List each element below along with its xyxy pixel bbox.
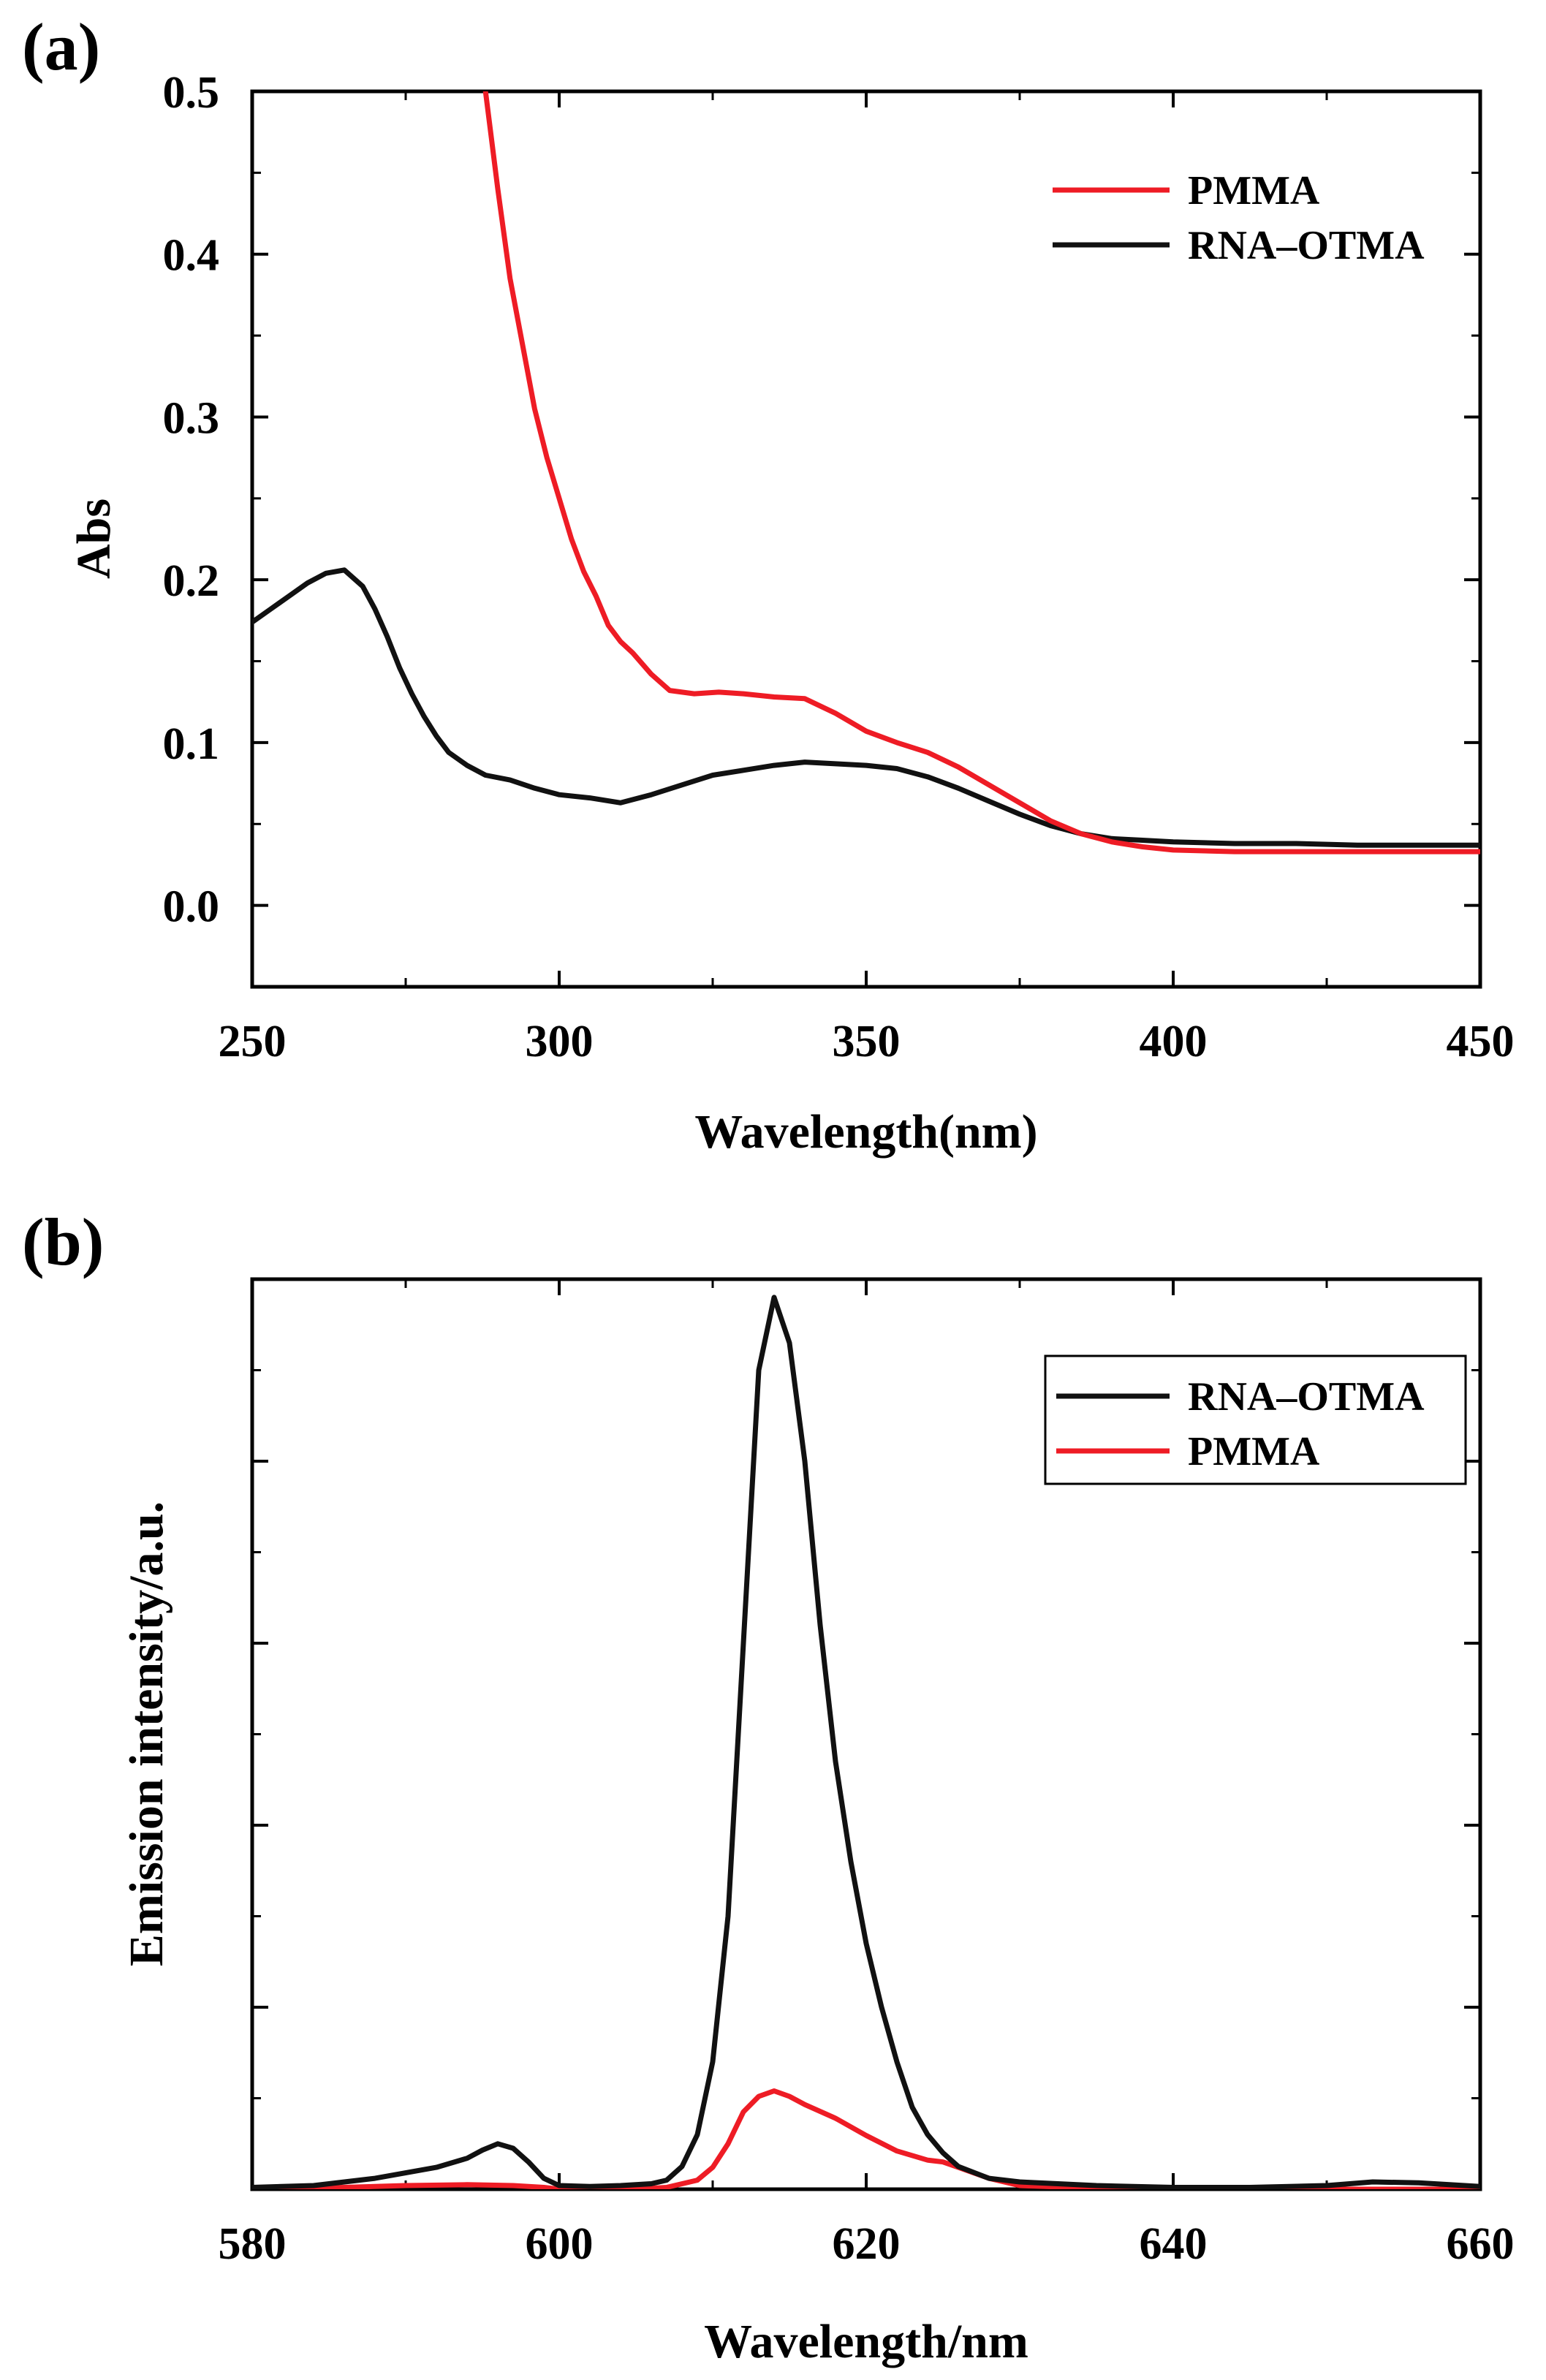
legend-b: RNA–OTMA PMMA [1044,1354,1467,1485]
series-b [252,1295,1480,2189]
x-tick-label-a: 350 [833,1017,901,1066]
x-tick-label-b: 580 [219,2219,287,2269]
legend-b-label-0: RNA–OTMA [1188,1374,1425,1420]
legend-a-label-0: PMMA [1188,168,1320,213]
series-line-rna-otma-b [252,1295,1480,2189]
legend-a: PMMA RNA–OTMA [1053,168,1425,268]
y-tick-label-a: 0.4 [163,231,220,281]
x-axis-title-a: Wavelength(nm) [694,1105,1037,1159]
y-tick-label-a: 0.0 [163,882,220,932]
x-tick-label-a: 450 [1447,1017,1515,1066]
y-tick-label-a: 0.3 [163,393,220,443]
chart-panel-b: (b) 580 600 620 640 660 Wavelength/nm Emissi… [22,1205,1515,2368]
x-tick-label-a: 400 [1140,1017,1208,1066]
x-tick-label-a: 250 [219,1017,287,1066]
x-tick-label-b: 660 [1447,2219,1515,2269]
y-tick-label-a: 0.5 [163,68,220,118]
x-tick-label-b: 600 [526,2219,594,2269]
panel-b-label: (b) [22,1205,104,1279]
y-tick-label-a: 0.2 [163,556,220,606]
x-tick-label-b: 640 [1140,2219,1208,2269]
chart-panel-a: (a) 250 300 350 400 450 0.0 0.1 0.2 0.3 0.4 0.5 Wa… [22,10,1515,1159]
ticks-a: 250 300 350 400 450 0.0 0.1 0.2 0.3 0.4 0.5 [163,68,1515,1066]
x-axis-title-b: Wavelength/nm [704,2315,1028,2368]
y-axis-title-b: Emission intensity/a.u. [120,1501,173,1966]
y-axis-title-a: Abs [67,499,121,579]
y-tick-label-a: 0.1 [163,719,220,769]
legend-a-label-1: RNA–OTMA [1188,223,1425,268]
series-line-rna-otma-a [252,567,1480,848]
series-line-pmma-a [482,91,1480,854]
x-tick-label-b: 620 [833,2219,901,2269]
legend-b-label-1: PMMA [1188,1429,1320,1474]
ticks-b: 580 600 620 640 660 [219,1279,1515,2269]
x-tick-label-a: 300 [526,1017,594,1066]
legend-b-frame [1044,1354,1467,1485]
series-a [252,91,1480,854]
panel-a-label: (a) [22,10,100,84]
